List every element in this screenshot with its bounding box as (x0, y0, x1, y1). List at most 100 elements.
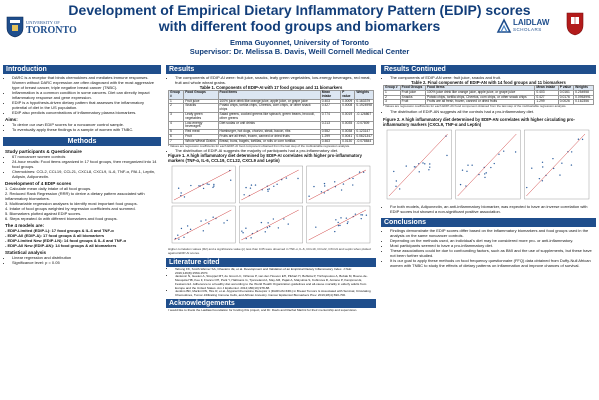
aims-bullet: To eventually apply these findings to a … (12, 127, 159, 132)
plot-point (577, 138, 580, 140)
table2-note: * Values are regression coefficients for… (383, 104, 567, 109)
study-bullet: Chemokines: CCL2, CCL19, CCL21, CXCL8, C… (12, 169, 159, 179)
model-item: - EDIP-All New (EDIP-AN): 14 food groups… (5, 243, 117, 248)
aims-heading: Aims: (5, 117, 18, 122)
conclusion-bullet: These associations could be due to confo… (390, 248, 594, 258)
plot-point (362, 171, 365, 173)
plot-point (340, 217, 342, 219)
trend-line (457, 133, 517, 196)
dev-step: 4. Intake of food groups weighted by reg… (5, 206, 136, 211)
intro-bullet: EDIP also predicts concentrations of inf… (12, 110, 159, 115)
plot-point (243, 194, 245, 196)
university-of-toronto-logo: UNIVERSITY OF TORONTO (6, 10, 77, 50)
table1-cell: -0.078844 (354, 138, 374, 145)
column-middle: Results The components of EDIP-AI were: … (166, 65, 376, 395)
plot-point (180, 192, 182, 194)
plot-point (250, 184, 253, 186)
plot-point (485, 171, 487, 174)
aims-bullet: To derive our own EDIP scores for a nonc… (12, 122, 159, 127)
stats-heading: Statistical analysis (5, 250, 47, 255)
figure1-panels (171, 165, 371, 244)
plot-point (405, 165, 407, 167)
table1: Group # Food Groups Food Items Mean intake P… (167, 90, 374, 145)
plot-point (183, 196, 186, 198)
table1-cell: Fruit juice (183, 98, 219, 105)
plot-point (484, 172, 486, 175)
plot-point (459, 183, 462, 186)
study-bullet: 24-hour recalls: Food items organized in… (12, 159, 159, 169)
acknowledgements-heading: Acknowledgements (166, 298, 376, 308)
cornell-seal-icon (566, 12, 584, 36)
plot-point (323, 192, 326, 194)
laidlaw-logo: LAIDLAW SCHOLARS (496, 10, 596, 50)
table1-cell: 0.163379 (354, 98, 374, 105)
methods-body: Study participants & Questionnaire 67 no… (3, 146, 161, 266)
plot-point (245, 186, 247, 189)
plot-point (208, 223, 210, 225)
plot-point (320, 191, 323, 193)
table2-cell: Fruit (399, 99, 426, 106)
table1-header-cell: P value (340, 90, 356, 100)
logo-left-text2: TORONTO (26, 25, 77, 36)
results-bullet: The components of EDIP-AI were: fruit ju… (175, 75, 374, 85)
plot-point (267, 222, 269, 224)
logo-right-text2: SCHOLARS (513, 27, 542, 32)
plot-point (395, 179, 398, 182)
literature-body: Tabung FK, Smith-Warner SA, Chavarro JE,… (166, 267, 376, 299)
reference: Tabung FK, Smith-Warner SA, Chavarro JE,… (175, 267, 374, 275)
plot-point (339, 224, 341, 227)
development-heading: Development of 4 EDIP scores (5, 181, 72, 186)
plot-point (552, 167, 555, 169)
plot-point (346, 222, 349, 225)
plot-point (365, 214, 368, 216)
dev-step: 1. Calculate mean daily intake of all fo… (5, 186, 92, 191)
plot-point (352, 177, 354, 180)
plot-point (198, 185, 200, 187)
plot-point (340, 189, 343, 191)
plot-point (354, 213, 357, 215)
figure2-panels (386, 129, 590, 199)
plot-point (559, 174, 561, 176)
trend-line (388, 133, 448, 196)
plot-point (177, 234, 179, 236)
plot-point (202, 187, 205, 190)
plot-point (466, 170, 468, 172)
dev-step: 3. Multivariable regression analyses to … (5, 201, 138, 206)
crest-icon (6, 16, 24, 38)
trend-line (308, 169, 367, 201)
dev-step: 2. Reduced Rank Regression (RRR) to deri… (5, 191, 145, 201)
plot-point (413, 165, 416, 168)
plot-point (484, 176, 486, 178)
plot-point (352, 184, 354, 186)
plot-point (178, 238, 180, 240)
model-item: - EDIP-All (EDIP-A): 17 food groups & al… (5, 233, 105, 238)
results-continued-bullet: The distribution of EDIP-AN suggests all… (390, 109, 594, 114)
plot-point (493, 162, 495, 164)
laidlaw-mark-icon (496, 18, 512, 33)
table1-cell: Whole Wheat Grains (183, 138, 219, 145)
intro-bullet: EDIP is a hypothesis-driven dietary patt… (12, 100, 159, 110)
plot-point (208, 183, 210, 186)
plot-point (360, 218, 362, 220)
plot-point (315, 226, 317, 228)
plot-point (245, 227, 247, 230)
table2-row: 3 Fruit Fruits are all fresh, frozen, cann… (383, 99, 594, 106)
plot-point (277, 227, 280, 229)
plot-point (395, 185, 397, 187)
table1-note: * Values are regression coefficients for… (168, 143, 350, 148)
figure1-title: Figure 1. A high inflammatory diet deter… (168, 153, 362, 164)
plot-point (342, 183, 345, 185)
plot-point (226, 219, 228, 222)
figure2-title: Figure 2. A high inflammatory diet deter… (383, 116, 575, 127)
figure1-caption: Higher correlation values (R2) and a sig… (168, 247, 371, 255)
table1-cell: 0.0130 (340, 138, 356, 145)
table1-header-cell: Weights (354, 90, 374, 100)
plot-point (213, 183, 215, 186)
plot-point (223, 222, 225, 224)
plot-point (422, 161, 424, 164)
intro-bullet: Inflammation is a common condition in so… (12, 90, 159, 100)
plot-point (268, 225, 271, 228)
plot-point (205, 219, 207, 221)
plot-point (189, 228, 192, 231)
plot-point (268, 188, 270, 190)
